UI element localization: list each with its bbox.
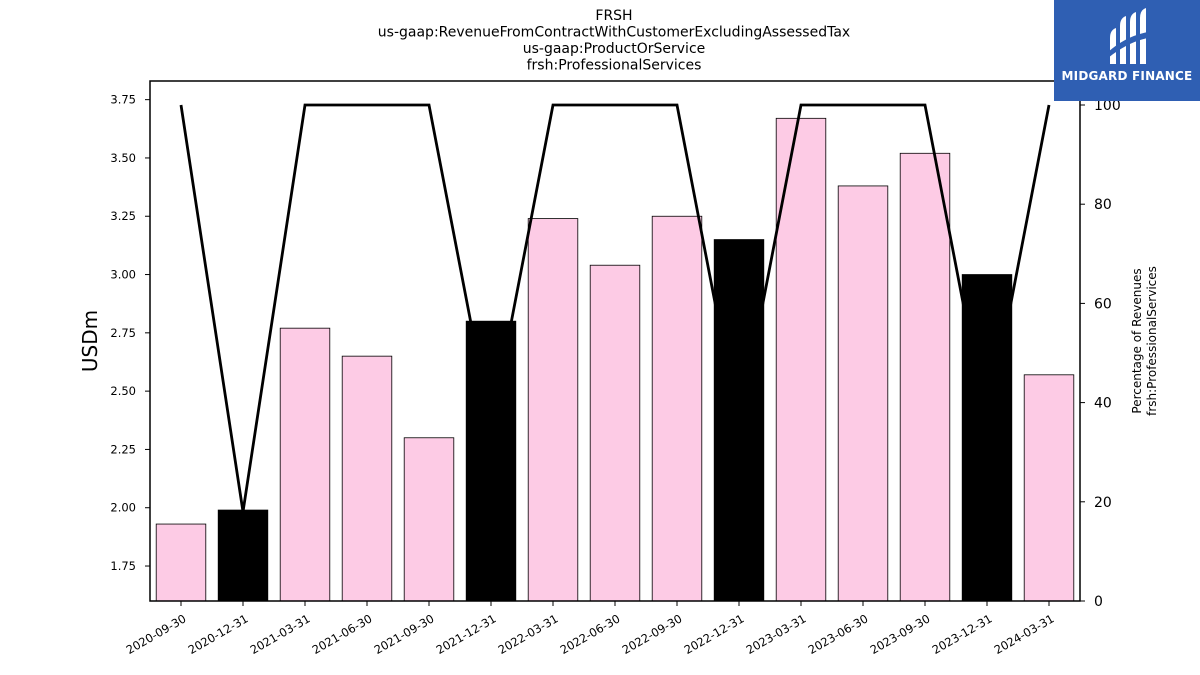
bar-2021-12-31 [465,320,517,602]
right-axis-label-line-1: frsh:ProfessionalServices [1145,266,1159,416]
bar-2022-09-30 [651,215,703,602]
bar-2023-12-31 [961,274,1013,602]
midgard-finance-logo: MIDGARD FINANCE [1054,0,1200,101]
x-tick-label: 2021-12-31 [434,611,499,657]
y2-tick-label: 80 [1094,197,1112,213]
bar-2022-03-31 [527,218,579,602]
y-tick-label: 2.50 [110,384,136,398]
y2-tick-label: 60 [1094,296,1112,312]
x-tick-label: 2022-03-31 [496,611,561,657]
right-axis-ticks: 0 20 40 60 80 100 [1080,98,1121,610]
bar-2020-09-30 [155,523,207,602]
y2-tick-label: 20 [1094,495,1112,511]
percentage-line [179,103,1051,512]
x-axis-ticks: 2020-09-302020-12-312021-03-312021-06-30… [124,601,1057,657]
bar-2021-03-31 [279,327,331,602]
title-line-0: FRSH [595,8,632,24]
y-tick-label: 3.75 [110,93,136,107]
y-tick-label: 3.25 [110,209,136,223]
right-axis-label: Percentage of Revenues frsh:ProfessionalS… [1130,266,1159,416]
y2-tick-label: 40 [1094,396,1112,412]
y2-tick-label: 0 [1094,594,1103,610]
y-tick-label: 1.75 [110,559,136,573]
x-tick-label: 2024-03-31 [992,611,1057,657]
bar-2023-09-30 [899,152,951,602]
percentage-line-path [179,103,1051,512]
title-line-2: us-gaap:ProductOrService [523,41,706,57]
x-tick-label: 2020-12-31 [186,611,251,657]
bar-2020-12-31 [217,509,269,602]
x-tick-label: 2021-03-31 [248,611,313,657]
y-axis-label: USDm [78,310,102,372]
bar-2023-06-30 [837,185,889,602]
logo-text: MIDGARD FINANCE [1061,69,1193,83]
midgard-logo-icon [1108,8,1148,64]
x-tick-label: 2021-06-30 [310,611,375,657]
left-axis-ticks: 1.75 2.00 2.25 2.50 2.75 3.00 3.25 3.50 3.75 [110,93,150,573]
y-tick-label: 2.00 [110,501,136,515]
chart-title: FRSHus-gaap:RevenueFromContractWithCusto… [378,8,850,74]
x-tick-label: 2020-09-30 [124,611,189,657]
bars [155,117,1075,602]
y2-tick-label: 100 [1094,98,1121,114]
x-tick-label: 2022-12-31 [682,611,747,657]
y-tick-label: 3.50 [110,151,136,165]
right-axis-label-line-0: Percentage of Revenues [1130,268,1144,413]
title-line-3: frsh:ProfessionalServices [527,58,702,74]
x-tick-label: 2022-09-30 [620,611,685,657]
y-tick-label: 2.25 [110,442,136,456]
x-tick-label: 2021-09-30 [372,611,437,657]
x-tick-label: 2023-09-30 [868,611,933,657]
x-tick-label: 2023-06-30 [806,611,871,657]
x-tick-label: 2022-06-30 [558,611,623,657]
y-tick-label: 2.75 [110,326,136,340]
title-line-1: us-gaap:RevenueFromContractWithCustomerE… [378,25,850,41]
bar-2022-06-30 [589,264,641,602]
y-tick-label: 3.00 [110,268,136,282]
bar-2024-03-31 [1023,374,1075,602]
x-tick-label: 2023-03-31 [744,611,809,657]
x-tick-label: 2023-12-31 [930,611,995,657]
bar-2021-09-30 [403,437,455,602]
bar-2023-03-31 [775,117,827,602]
bar-2021-06-30 [341,355,393,602]
